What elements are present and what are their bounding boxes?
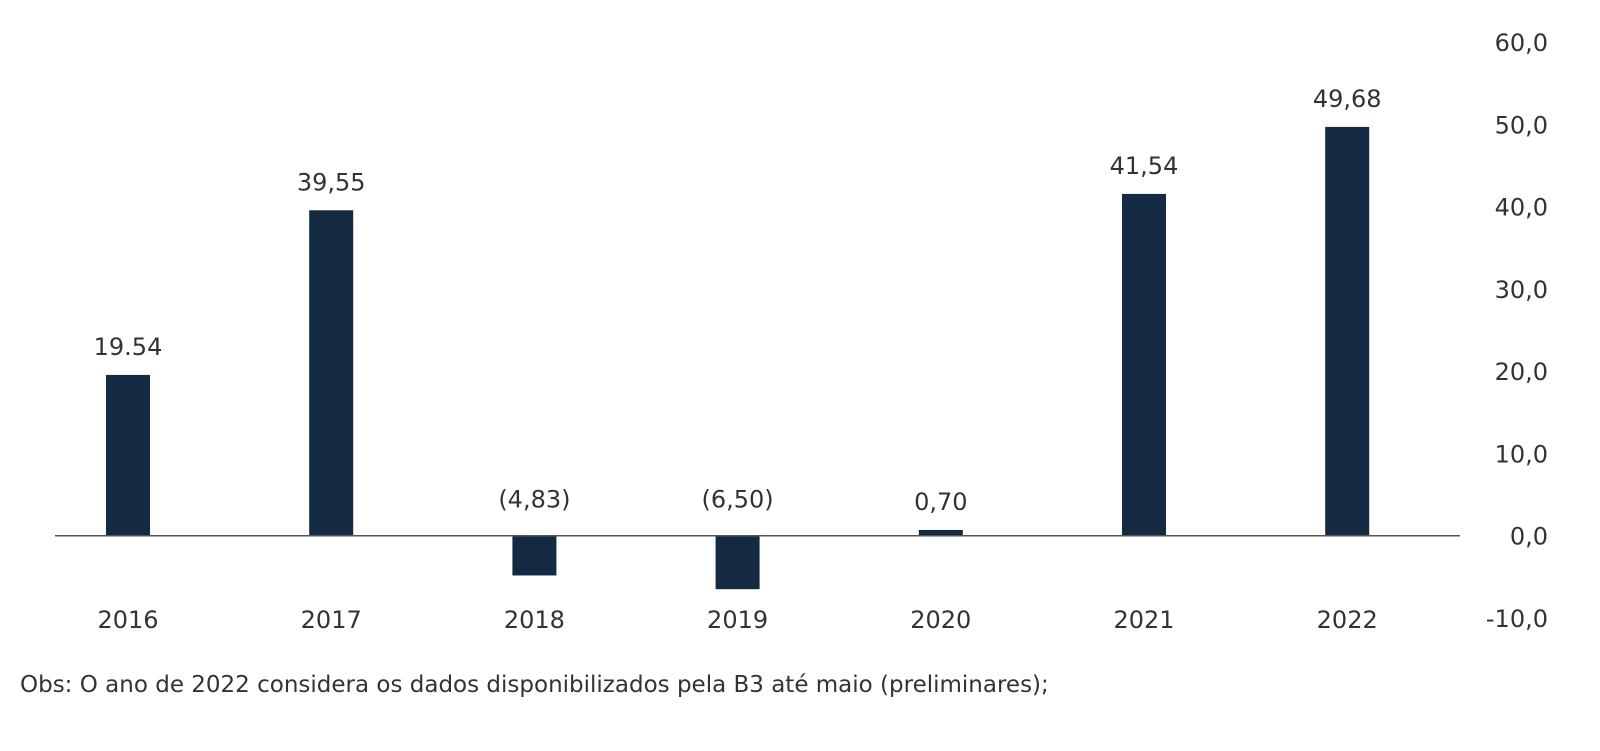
bar-2016 xyxy=(106,374,150,536)
x-tick-label-2021: 2021 xyxy=(1113,606,1174,634)
data-label-2021: 41,54 xyxy=(1110,152,1179,180)
category-labels-group: 2016 2017 2018 2019 2020 2021 2022 xyxy=(97,606,1377,634)
data-label-2018: (4,83) xyxy=(498,486,570,514)
data-label-2016: 19.54 xyxy=(94,333,163,361)
y-tick-label: 30,0 xyxy=(1495,276,1548,304)
y-tick-label: -10,0 xyxy=(1486,605,1548,633)
bar-2017 xyxy=(309,210,354,536)
y-tick-label: 40,0 xyxy=(1495,194,1548,222)
x-tick-label-2016: 2016 xyxy=(97,606,158,634)
bar-2019 xyxy=(715,535,760,590)
x-tick-label-2022: 2022 xyxy=(1317,606,1378,634)
bar-chart: 19.54 39,55 (4,83) (6,50) 0,70 41,54 49,68 201… xyxy=(55,29,1548,634)
x-tick-label-2018: 2018 xyxy=(504,606,565,634)
y-tick-label: 60,0 xyxy=(1495,29,1548,57)
bar-2020 xyxy=(918,529,963,536)
bars-group xyxy=(106,126,1370,590)
data-label-2017: 39,55 xyxy=(297,168,366,196)
data-label-2019: (6,50) xyxy=(702,486,774,514)
data-label-2022: 49,68 xyxy=(1313,85,1382,113)
x-tick-label-2017: 2017 xyxy=(301,606,362,634)
bar-2022 xyxy=(1325,126,1370,536)
y-tick-label: 10,0 xyxy=(1495,440,1548,468)
x-tick-label-2020: 2020 xyxy=(910,606,971,634)
x-tick-label-2019: 2019 xyxy=(707,606,768,634)
y-tick-label: 50,0 xyxy=(1495,111,1548,139)
y-axis-ticks-group: -10,0 0,0 10,0 20,0 30,0 40,0 50,0 60,0 xyxy=(1486,29,1548,633)
bar-2021 xyxy=(1122,193,1166,536)
bar-2018 xyxy=(512,535,557,576)
y-tick-label: 0,0 xyxy=(1510,523,1548,551)
y-tick-label: 20,0 xyxy=(1495,358,1548,386)
footnote: Obs: O ano de 2022 considera os dados di… xyxy=(20,672,1049,698)
data-label-2020: 0,70 xyxy=(914,488,967,516)
data-labels-group: 19.54 39,55 (4,83) (6,50) 0,70 41,54 49,68 xyxy=(94,85,1382,516)
